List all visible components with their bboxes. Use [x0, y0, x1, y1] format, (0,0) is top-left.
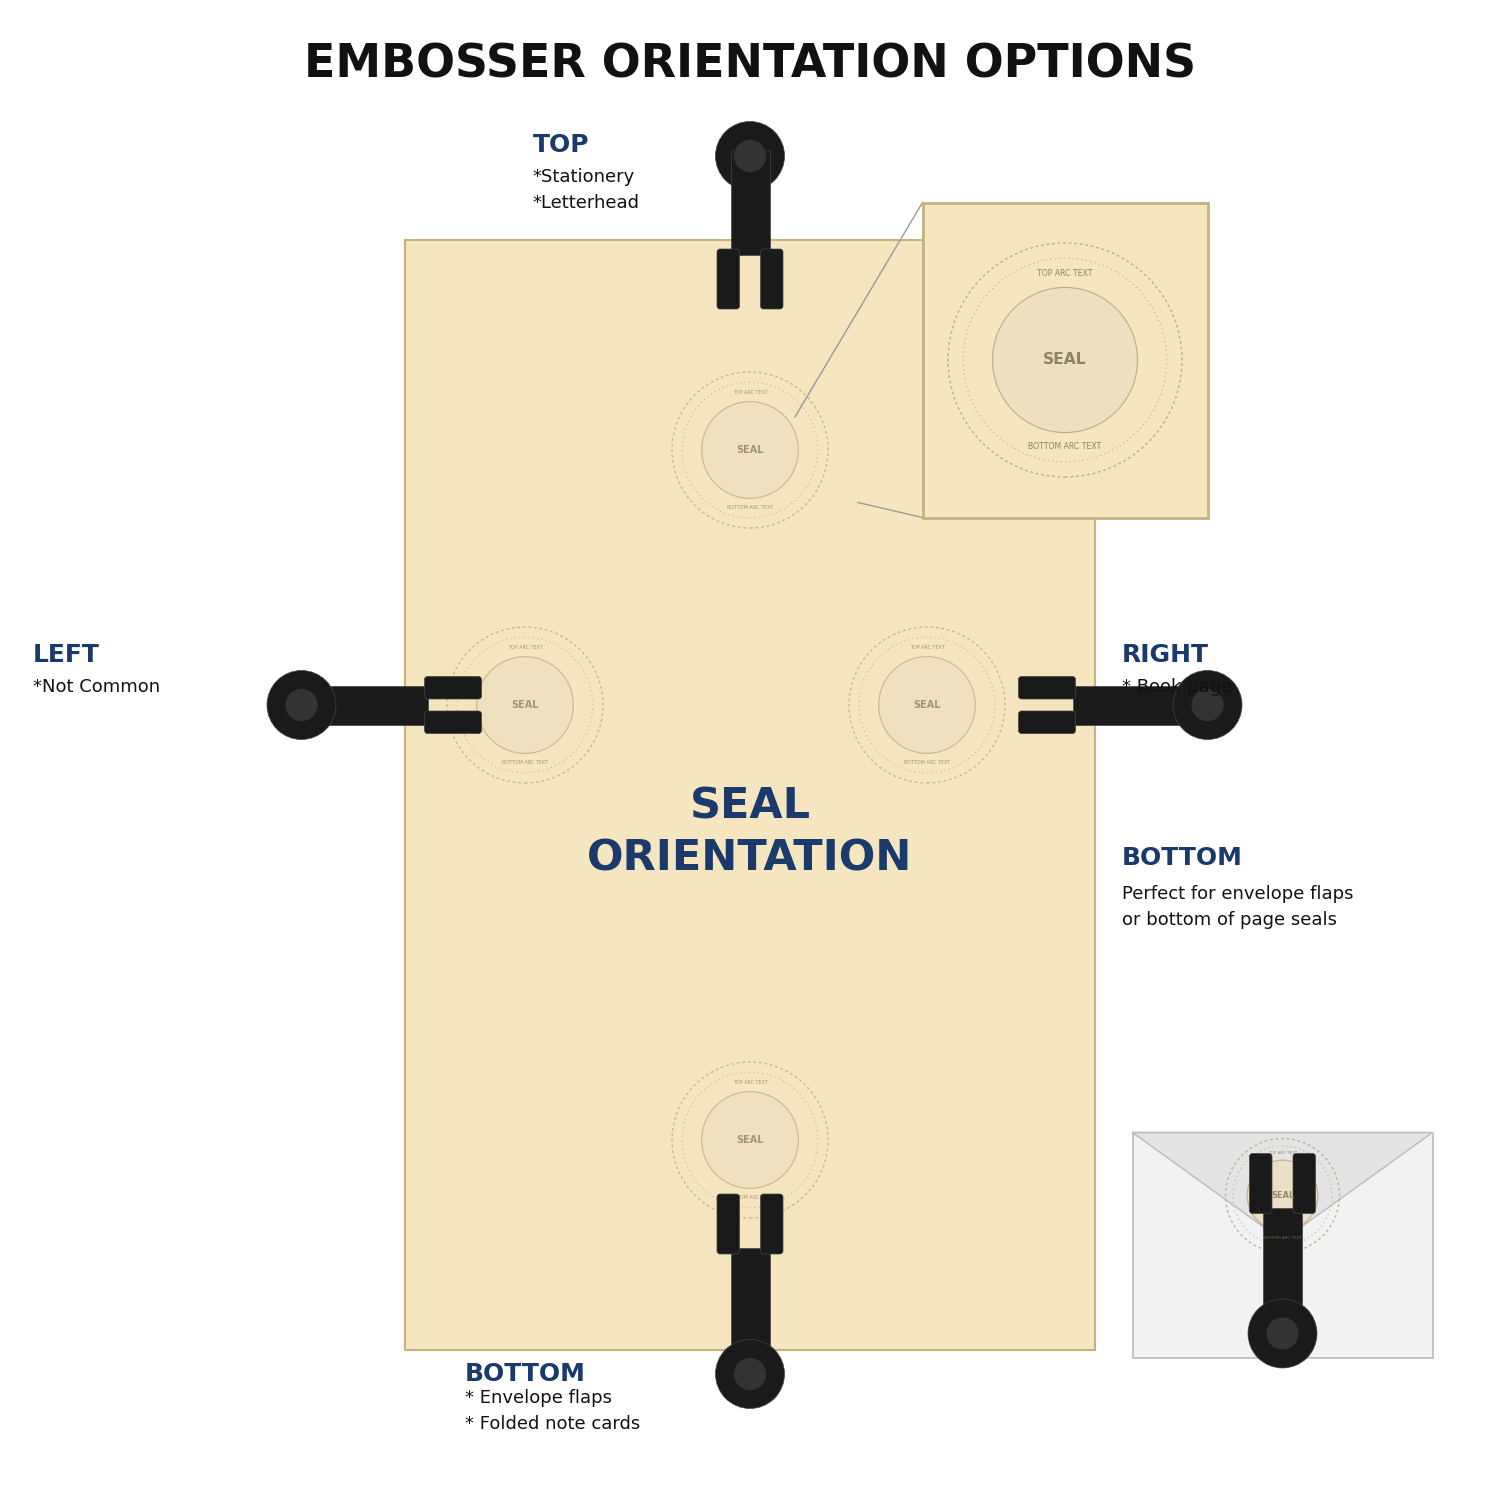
Text: Perfect for envelope flaps
or bottom of page seals: Perfect for envelope flaps or bottom of … — [1122, 885, 1353, 930]
Circle shape — [1246, 1160, 1318, 1232]
FancyBboxPatch shape — [405, 240, 1095, 1350]
Circle shape — [1248, 1299, 1317, 1368]
Circle shape — [734, 1358, 766, 1390]
Text: EMBOSSER ORIENTATION OPTIONS: EMBOSSER ORIENTATION OPTIONS — [304, 42, 1196, 87]
Text: BOTTOM: BOTTOM — [1122, 846, 1244, 870]
Bar — [730, 1248, 770, 1356]
Text: *Not Common: *Not Common — [33, 678, 160, 696]
Text: BOTTOM: BOTTOM — [465, 1362, 586, 1386]
Text: SEAL: SEAL — [736, 446, 764, 454]
Circle shape — [285, 688, 318, 722]
FancyBboxPatch shape — [760, 249, 783, 309]
FancyBboxPatch shape — [922, 202, 1208, 518]
Text: TOP ARC TEXT: TOP ARC TEXT — [507, 645, 543, 650]
Bar — [1072, 686, 1180, 724]
Text: BOTTOM ARC TEXT: BOTTOM ARC TEXT — [904, 760, 950, 765]
Text: *Stationery
*Letterhead: *Stationery *Letterhead — [532, 168, 639, 213]
FancyBboxPatch shape — [1250, 1154, 1272, 1214]
Text: SEAL
ORIENTATION: SEAL ORIENTATION — [588, 786, 912, 879]
Circle shape — [1191, 688, 1224, 722]
Text: TOP ARC TEXT: TOP ARC TEXT — [909, 645, 945, 650]
FancyBboxPatch shape — [1293, 1154, 1316, 1214]
Text: TOP ARC TEXT: TOP ARC TEXT — [732, 1080, 768, 1084]
Circle shape — [267, 670, 336, 740]
Circle shape — [477, 657, 573, 753]
Bar — [1263, 1208, 1302, 1316]
Text: SEAL: SEAL — [1270, 1191, 1294, 1200]
Circle shape — [993, 288, 1137, 432]
Text: TOP ARC TEXT: TOP ARC TEXT — [732, 390, 768, 394]
Bar — [1132, 1132, 1432, 1358]
Circle shape — [734, 140, 766, 172]
Text: TOP: TOP — [532, 134, 590, 158]
Text: BOTTOM ARC TEXT: BOTTOM ARC TEXT — [1263, 1236, 1302, 1239]
Text: SEAL: SEAL — [512, 700, 538, 709]
Circle shape — [702, 402, 798, 498]
Text: BOTTOM ARC TEXT: BOTTOM ARC TEXT — [728, 506, 772, 510]
Circle shape — [716, 122, 784, 190]
Circle shape — [702, 1092, 798, 1188]
Text: RIGHT: RIGHT — [1122, 644, 1209, 668]
FancyBboxPatch shape — [424, 711, 482, 734]
Text: BOTTOM ARC TEXT: BOTTOM ARC TEXT — [728, 1196, 772, 1200]
Text: TOP ARC TEXT: TOP ARC TEXT — [1038, 268, 1092, 278]
Bar — [320, 686, 428, 724]
FancyBboxPatch shape — [424, 676, 482, 699]
Circle shape — [1173, 670, 1242, 740]
Text: * Book page: * Book page — [1122, 678, 1233, 696]
FancyBboxPatch shape — [1019, 711, 1076, 734]
Bar — [730, 150, 770, 255]
Text: SEAL: SEAL — [736, 1136, 764, 1144]
Text: TOP ARC TEXT: TOP ARC TEXT — [1268, 1152, 1298, 1155]
Text: BOTTOM ARC TEXT: BOTTOM ARC TEXT — [503, 760, 548, 765]
Text: LEFT: LEFT — [33, 644, 101, 668]
Text: SEAL: SEAL — [914, 700, 940, 709]
FancyBboxPatch shape — [717, 1194, 740, 1254]
FancyBboxPatch shape — [760, 1194, 783, 1254]
Text: SEAL: SEAL — [1044, 352, 1086, 368]
Circle shape — [716, 1340, 784, 1408]
Polygon shape — [1132, 1132, 1432, 1240]
Circle shape — [1266, 1317, 1299, 1350]
Circle shape — [879, 657, 975, 753]
Text: BOTTOM ARC TEXT: BOTTOM ARC TEXT — [1029, 442, 1101, 452]
FancyBboxPatch shape — [717, 249, 740, 309]
FancyBboxPatch shape — [1019, 676, 1076, 699]
Text: * Envelope flaps
* Folded note cards: * Envelope flaps * Folded note cards — [465, 1389, 640, 1434]
